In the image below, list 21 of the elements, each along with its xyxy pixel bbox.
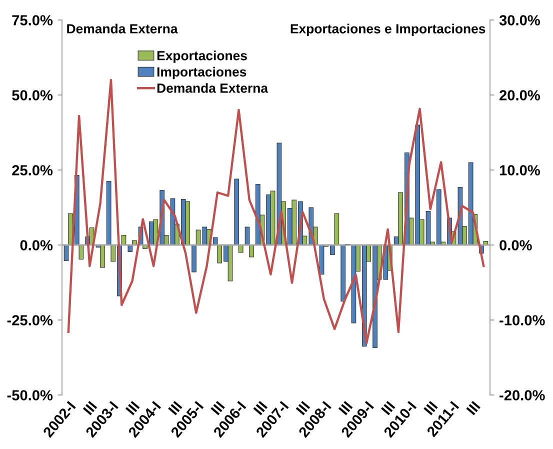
legend-label: Demanda Externa <box>157 83 268 93</box>
y-tick-label: -50.0% <box>7 390 53 400</box>
legend-label: Exportaciones <box>157 50 247 63</box>
y-tick-label: -25.0% <box>7 315 53 326</box>
bar <box>149 221 154 246</box>
line-series <box>67 78 485 344</box>
x-tick-label: III <box>466 400 480 416</box>
y-tick-label: 0.0% <box>20 240 53 250</box>
y2-tick-label: 10.0% <box>500 165 540 176</box>
y2-axis-title: Exportaciones e Importaciones <box>290 24 486 36</box>
y-axis-title: Demanda Externa <box>67 24 178 34</box>
y2-tick-label: 0.0% <box>500 240 532 250</box>
y2-tick-label: 30.0% <box>499 15 540 26</box>
y2-tick-label: 20.0% <box>500 90 540 100</box>
y-tick-label: 50.0% <box>12 90 53 100</box>
bar <box>255 184 260 246</box>
y-tick-label: 75.0% <box>12 15 53 26</box>
y-tick-label: 25.0% <box>12 165 53 176</box>
y2-tick-label: -20.0% <box>500 390 545 400</box>
legend-label: Importaciones <box>157 66 246 80</box>
y2-tick-label: -10.0% <box>500 315 545 326</box>
